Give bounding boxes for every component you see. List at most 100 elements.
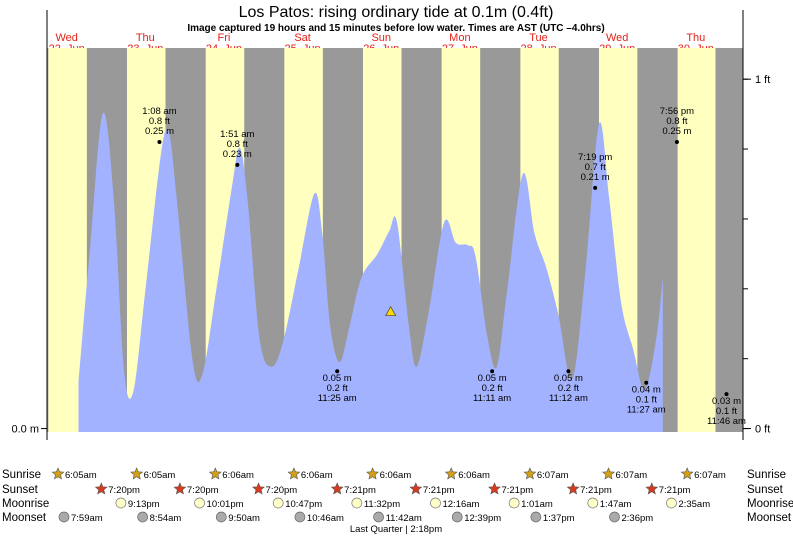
extreme-label: 0.05 m bbox=[554, 373, 583, 384]
day-label-dow: Thu bbox=[136, 32, 155, 44]
sunrise-icon bbox=[680, 467, 694, 480]
moonset-icon bbox=[530, 511, 542, 523]
extreme-label: 0.21 m bbox=[581, 172, 610, 183]
moonrise-icon bbox=[194, 497, 205, 509]
extreme-label: 0.05 m bbox=[478, 373, 507, 384]
moonset-time: 9:50am bbox=[228, 513, 260, 524]
sunset-icon bbox=[173, 482, 187, 495]
moonset-time: 1:37pm bbox=[543, 513, 575, 524]
sunset-icon bbox=[94, 482, 108, 495]
sunrise-time: 6:05am bbox=[144, 470, 176, 481]
sunset-icon bbox=[330, 482, 344, 495]
moonrise-icon bbox=[508, 497, 520, 509]
row-label-right: Moonrise bbox=[747, 498, 793, 510]
sunset-time: 7:21pm bbox=[344, 485, 376, 496]
moonrise-icon bbox=[115, 497, 127, 509]
extreme-label: 11:25 am bbox=[318, 393, 357, 404]
sunset-time: 7:20pm bbox=[108, 485, 140, 496]
moonrise-time: 1:01am bbox=[521, 499, 553, 510]
moonrise-icon bbox=[430, 497, 441, 509]
sunrise-icon bbox=[523, 467, 537, 480]
sunrise-time: 6:07am bbox=[616, 470, 648, 481]
sunrise-time: 6:05am bbox=[65, 470, 97, 481]
sunrise-icon bbox=[130, 467, 144, 480]
moonrise-time: 2:35am bbox=[678, 499, 710, 510]
moonset-icon bbox=[137, 511, 148, 523]
extreme-dot bbox=[566, 369, 571, 374]
sunset-icon bbox=[488, 482, 501, 495]
moonrise-icon bbox=[666, 497, 677, 509]
extreme-label: 0.2 ft bbox=[558, 383, 579, 394]
sunset-time: 7:21pm bbox=[580, 485, 612, 496]
extreme-label: 0.1 ft bbox=[636, 395, 657, 406]
extreme-label: 0.8 ft bbox=[666, 116, 687, 127]
row-label-right: Moonset bbox=[747, 512, 792, 524]
moonrise-icon bbox=[587, 497, 599, 509]
sunrise-time: 6:06am bbox=[301, 470, 333, 481]
row-label-left: Sunrise bbox=[2, 469, 41, 481]
current-tide-marker bbox=[384, 305, 397, 317]
sunrise-time: 6:07am bbox=[694, 470, 726, 481]
moonset-icon bbox=[215, 511, 227, 523]
moonset-time: 12:39pm bbox=[464, 513, 501, 524]
sunrise-icon bbox=[287, 467, 301, 480]
extreme-dot bbox=[490, 369, 495, 374]
day-label-dow: Fri bbox=[218, 32, 231, 44]
tide-area bbox=[78, 112, 663, 433]
extreme-label: 0.8 ft bbox=[227, 139, 248, 150]
day-label-dow: Wed bbox=[55, 32, 77, 44]
extreme-label: 11:46 am bbox=[707, 416, 746, 427]
extreme-dot bbox=[674, 139, 679, 144]
left-axis-label: 0.0 m bbox=[11, 424, 39, 436]
day-label-dow: Wed bbox=[606, 32, 628, 44]
moon-phase-text: Last Quarter | 2:18pm bbox=[350, 524, 442, 535]
daylight-band bbox=[677, 48, 716, 432]
extreme-dot bbox=[157, 139, 162, 144]
sunrise-time: 6:06am bbox=[222, 470, 254, 481]
chart-title: Los Patos: rising ordinary tide at 0.1m … bbox=[239, 4, 554, 21]
moonrise-time: 10:47pm bbox=[285, 499, 322, 510]
extreme-label: 0.04 m bbox=[632, 385, 661, 396]
astronomy-rows: Sunrise Sunrise Sunset Sunset Moonrise Moonri… bbox=[2, 467, 793, 524]
chart-subtitle: Image captured 19 hours and 15 minutes b… bbox=[187, 23, 604, 34]
row-label-left: Moonset bbox=[2, 512, 47, 524]
extreme-label: 11:11 am bbox=[473, 393, 511, 404]
sunset-time: 7:21pm bbox=[659, 485, 691, 496]
sunset-time: 7:21pm bbox=[423, 485, 455, 496]
right-axis-label: 0 ft bbox=[755, 424, 770, 436]
plot-area: 1:08 am0.8 ft0.25 m 1:51 am0.8 ft0.23 m0.… bbox=[47, 48, 746, 433]
sunrise-icon bbox=[51, 467, 65, 480]
extreme-label: 0.23 m bbox=[223, 149, 252, 160]
moonrise-time: 12:16am bbox=[442, 499, 479, 510]
moonset-icon bbox=[58, 511, 70, 523]
extreme-dot bbox=[335, 369, 340, 374]
extreme-label: 1:51 am bbox=[220, 129, 254, 140]
extreme-label: 11:12 am bbox=[549, 393, 588, 404]
extreme-label: 0.25 m bbox=[662, 126, 691, 137]
axes: 0.0 m 0 ft 1 ft bbox=[11, 10, 770, 440]
row-label-right: Sunrise bbox=[747, 469, 786, 481]
moonset-icon bbox=[294, 511, 306, 523]
moonrise-time: 9:13pm bbox=[128, 499, 160, 510]
moonset-icon bbox=[451, 511, 463, 523]
sunset-time: 7:20pm bbox=[187, 485, 219, 496]
sunset-icon bbox=[645, 482, 659, 495]
extreme-dot bbox=[235, 162, 240, 167]
moonrise-time: 10:01pm bbox=[207, 499, 244, 510]
extreme-label: 7:56 pm bbox=[660, 106, 694, 117]
sunset-time: 7:20pm bbox=[266, 485, 298, 496]
sunrise-time: 6:06am bbox=[380, 470, 412, 481]
extreme-label: 0.05 m bbox=[323, 373, 352, 384]
right-axis-ticks: 0 ft 1 ft bbox=[743, 74, 770, 436]
day-label-dow: Sun bbox=[371, 32, 391, 44]
extreme-label: 0.7 ft bbox=[585, 162, 606, 173]
extreme-label: 0.25 m bbox=[145, 126, 174, 137]
sunset-icon bbox=[409, 482, 423, 495]
moonrise-time: 11:32pm bbox=[364, 499, 400, 510]
extreme-label: 0.03 m bbox=[712, 396, 741, 407]
extreme-label: 0.2 ft bbox=[482, 383, 503, 394]
sunset-icon bbox=[566, 482, 580, 495]
tide-extremes: 1:08 am0.8 ft0.25 m 1:51 am0.8 ft0.23 m0.… bbox=[142, 106, 746, 427]
sunset-icon bbox=[252, 482, 265, 495]
